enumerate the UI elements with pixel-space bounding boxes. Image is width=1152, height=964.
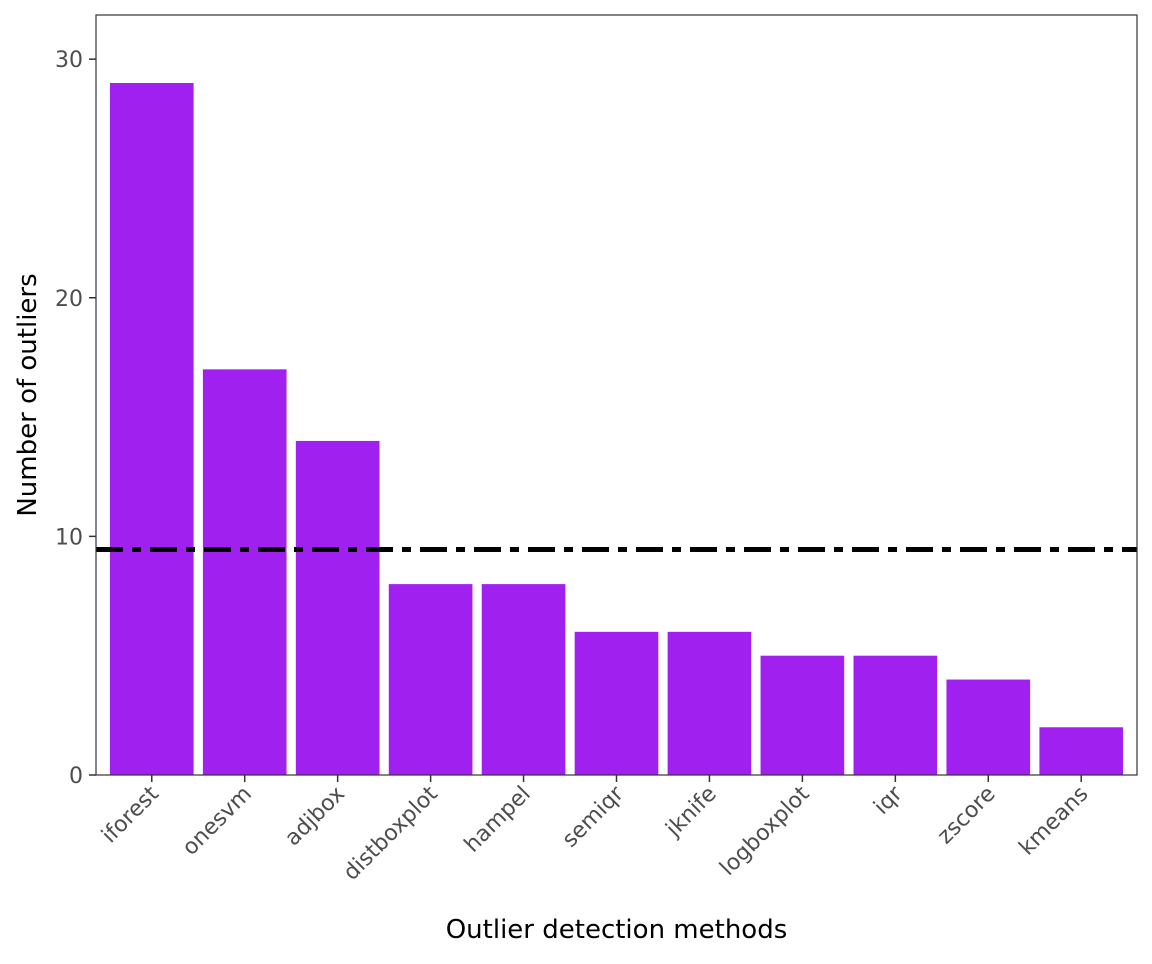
x-tick-label: iqr xyxy=(869,781,908,820)
x-tick-label: adjbox xyxy=(280,782,350,852)
x-tick-label: distboxplot xyxy=(339,781,443,885)
bar-hampel xyxy=(481,584,566,775)
x-tick-label: semiqr xyxy=(558,781,630,853)
y-tick-label: 30 xyxy=(55,48,83,73)
bar-onesvm xyxy=(202,369,287,775)
bar-kmeans xyxy=(1039,727,1124,775)
x-tick-label: jknife xyxy=(661,782,722,843)
bar-semiqr xyxy=(574,631,659,775)
bar-iqr xyxy=(853,655,938,775)
bar-iforest xyxy=(109,83,194,775)
y-tick-label: 20 xyxy=(55,287,83,312)
y-tick-label: 10 xyxy=(55,525,83,550)
x-tick-label: kmeans xyxy=(1015,782,1094,861)
x-tick-label: onesvm xyxy=(178,782,257,861)
x-tick-label: logboxplot xyxy=(715,781,815,881)
bar-jknife xyxy=(667,631,752,775)
y-axis-title: Number of outliers xyxy=(13,273,43,516)
bar-logboxplot xyxy=(760,655,845,775)
bar-distboxplot xyxy=(388,584,473,775)
bar-adjbox xyxy=(295,440,380,775)
x-axis-title: Outlier detection methods xyxy=(446,915,788,945)
bar-zscore xyxy=(946,679,1031,775)
y-axis: 0 10 20 30 xyxy=(55,48,96,789)
y-tick-label: 0 xyxy=(69,764,83,789)
x-tick-label: hampel xyxy=(460,782,536,858)
x-tick-label: iforest xyxy=(97,781,164,848)
x-tick-label: zscore xyxy=(933,782,1001,850)
bars-layer xyxy=(109,83,1124,775)
